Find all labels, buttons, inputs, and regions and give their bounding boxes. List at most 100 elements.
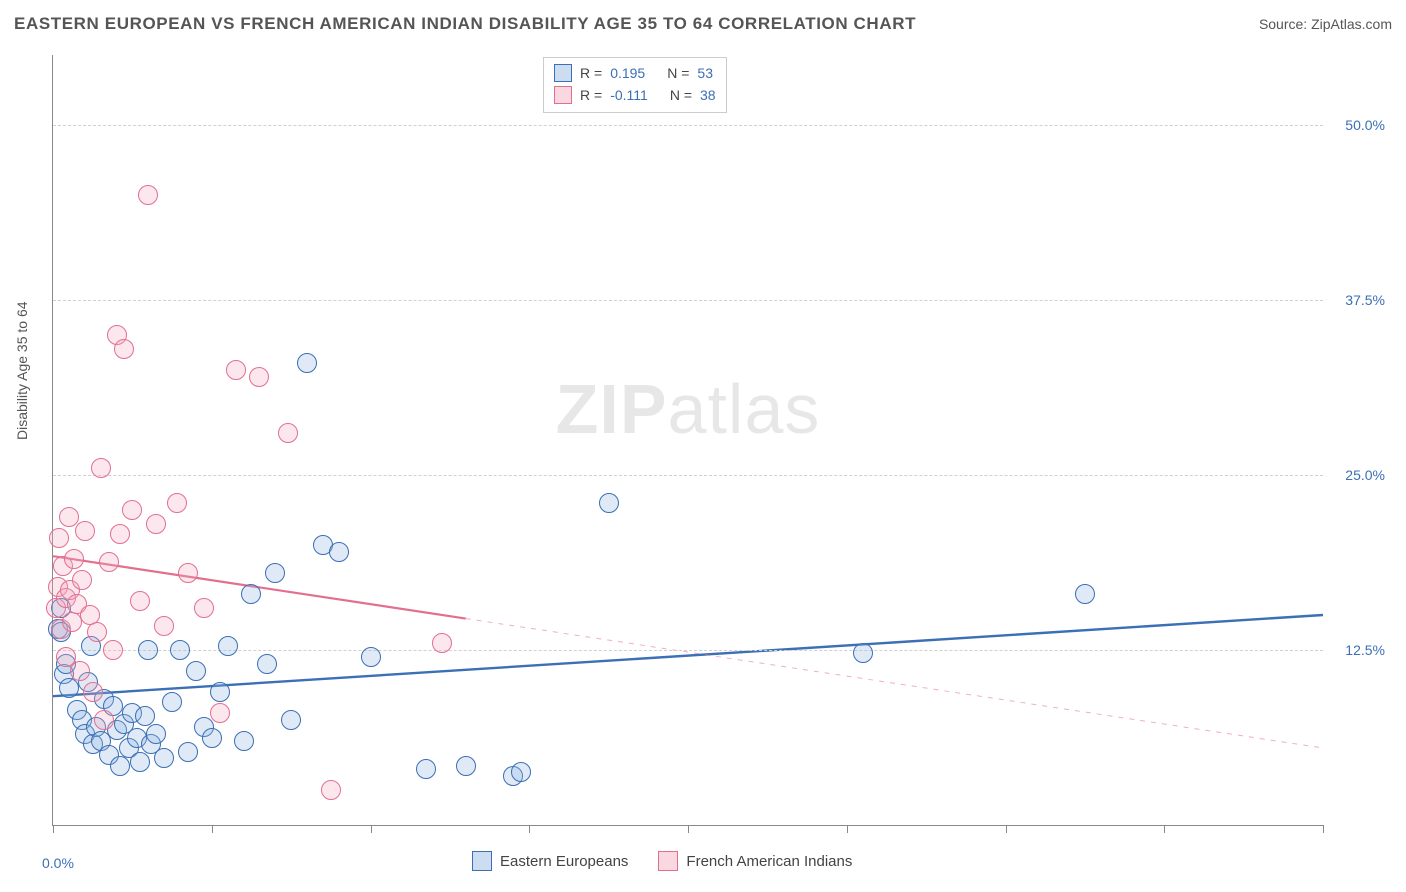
trend-lines <box>53 55 1323 825</box>
scatter-point <box>321 780 341 800</box>
x-tick <box>212 825 213 833</box>
series-legend: Eastern EuropeansFrench American Indians <box>472 851 852 871</box>
legend-swatch <box>554 64 572 82</box>
gridline <box>53 300 1323 301</box>
scatter-point <box>72 570 92 590</box>
scatter-point <box>853 643 873 663</box>
legend-swatch <box>472 851 492 871</box>
scatter-point <box>135 706 155 726</box>
legend-swatch <box>554 86 572 104</box>
scatter-point <box>278 423 298 443</box>
r-label: R = <box>580 65 602 81</box>
scatter-point <box>110 524 130 544</box>
scatter-point <box>456 756 476 776</box>
y-tick-label: 37.5% <box>1345 292 1385 308</box>
gridline <box>53 475 1323 476</box>
scatter-point <box>99 552 119 572</box>
x-tick <box>847 825 848 833</box>
trend-line-solid <box>53 615 1323 696</box>
x-tick <box>529 825 530 833</box>
scatter-point <box>186 661 206 681</box>
scatter-point <box>170 640 190 660</box>
x-tick <box>53 825 54 833</box>
scatter-point <box>49 528 69 548</box>
n-label: N = <box>667 65 689 81</box>
r-value: 0.195 <box>610 65 645 81</box>
scatter-point <box>75 521 95 541</box>
y-tick-label: 25.0% <box>1345 467 1385 483</box>
y-axis-label: Disability Age 35 to 64 <box>14 301 30 440</box>
scatter-point <box>249 367 269 387</box>
correlation-stat-box: R = 0.195 N = 53 R = -0.111 N = 38 <box>543 57 727 113</box>
scatter-point <box>1075 584 1095 604</box>
scatter-point <box>114 339 134 359</box>
n-value: 38 <box>700 87 716 103</box>
scatter-point <box>329 542 349 562</box>
gridline <box>53 650 1323 651</box>
scatter-point <box>110 756 130 776</box>
scatter-point <box>59 678 79 698</box>
plot-area: ZIPatlas R = 0.195 N = 53 R = -0.111 N = 38… <box>52 55 1323 826</box>
scatter-point <box>226 360 246 380</box>
scatter-point <box>64 549 84 569</box>
scatter-point <box>130 591 150 611</box>
scatter-point <box>265 563 285 583</box>
scatter-point <box>178 742 198 762</box>
scatter-point <box>257 654 277 674</box>
legend-entry: French American Indians <box>658 851 852 871</box>
scatter-point <box>432 633 452 653</box>
watermark-zip: ZIP <box>556 370 668 448</box>
scatter-point <box>194 598 214 618</box>
scatter-point <box>154 748 174 768</box>
watermark: ZIPatlas <box>556 369 821 449</box>
scatter-point <box>599 493 619 513</box>
scatter-point <box>361 647 381 667</box>
y-tick-label: 50.0% <box>1345 117 1385 133</box>
scatter-point <box>91 458 111 478</box>
scatter-point <box>146 514 166 534</box>
gridline <box>53 125 1323 126</box>
x-tick <box>1323 825 1324 833</box>
scatter-point <box>70 661 90 681</box>
scatter-point <box>241 584 261 604</box>
scatter-point <box>210 703 230 723</box>
scatter-point <box>130 752 150 772</box>
x-tick <box>371 825 372 833</box>
scatter-point <box>94 710 114 730</box>
scatter-point <box>167 493 187 513</box>
r-value: -0.111 <box>610 87 648 103</box>
scatter-point <box>103 640 123 660</box>
scatter-point <box>138 185 158 205</box>
scatter-point <box>297 353 317 373</box>
plot-wrap: ZIPatlas R = 0.195 N = 53 R = -0.111 N = 38… <box>52 55 1392 845</box>
scatter-point <box>138 640 158 660</box>
scatter-point <box>162 692 182 712</box>
scatter-point <box>416 759 436 779</box>
r-label: R = <box>580 87 602 103</box>
y-tick-label: 12.5% <box>1345 642 1385 658</box>
scatter-point <box>281 710 301 730</box>
scatter-point <box>218 636 238 656</box>
stat-row: R = 0.195 N = 53 <box>554 62 716 84</box>
scatter-point <box>146 724 166 744</box>
scatter-point <box>178 563 198 583</box>
watermark-atlas: atlas <box>668 370 821 448</box>
trend-line-dashed <box>466 619 1323 748</box>
scatter-point <box>87 622 107 642</box>
x-tick <box>1164 825 1165 833</box>
scatter-point <box>210 682 230 702</box>
chart-source: Source: ZipAtlas.com <box>1259 16 1392 32</box>
chart-header: EASTERN EUROPEAN VS FRENCH AMERICAN INDI… <box>14 14 1392 34</box>
n-label: N = <box>670 87 692 103</box>
scatter-point <box>154 616 174 636</box>
scatter-point <box>202 728 222 748</box>
legend-swatch <box>658 851 678 871</box>
n-value: 53 <box>697 65 713 81</box>
scatter-point <box>122 500 142 520</box>
scatter-point <box>234 731 254 751</box>
x-axis-min-label: 0.0% <box>42 855 74 871</box>
x-tick <box>1006 825 1007 833</box>
x-tick <box>688 825 689 833</box>
chart-title: EASTERN EUROPEAN VS FRENCH AMERICAN INDI… <box>14 14 916 34</box>
scatter-point <box>511 762 531 782</box>
